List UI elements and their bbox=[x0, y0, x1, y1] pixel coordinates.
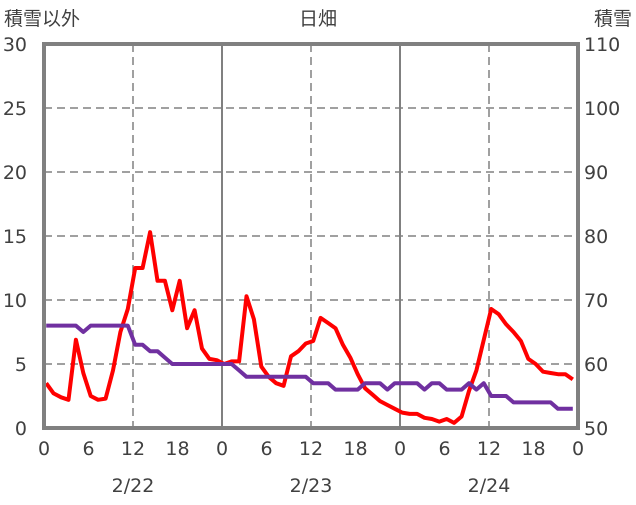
date-label: 2/22 bbox=[112, 475, 155, 497]
series-other-line bbox=[44, 230, 574, 425]
x-tick: 0 bbox=[572, 438, 584, 460]
date-label: 2/24 bbox=[468, 475, 511, 497]
x-tick: 0 bbox=[216, 438, 228, 460]
x-tick: 6 bbox=[82, 438, 94, 460]
x-tick: 18 bbox=[343, 438, 367, 460]
x-tick: 0 bbox=[38, 438, 50, 460]
y-tick-left: 5 bbox=[15, 354, 27, 376]
y-tick-right: 70 bbox=[584, 290, 608, 312]
x-tick: 12 bbox=[121, 438, 145, 460]
y-tick-left: 25 bbox=[3, 98, 27, 120]
x-tick: 18 bbox=[165, 438, 189, 460]
x-tick: 18 bbox=[521, 438, 545, 460]
y-tick-right: 60 bbox=[584, 354, 608, 376]
y-tick-right: 90 bbox=[584, 162, 608, 184]
x-tick: 12 bbox=[477, 438, 501, 460]
x-tick: 0 bbox=[394, 438, 406, 460]
plot-frame bbox=[42, 42, 580, 430]
y-tick-right: 100 bbox=[584, 98, 620, 120]
x-tick: 12 bbox=[299, 438, 323, 460]
y-tick-left: 30 bbox=[3, 34, 27, 56]
y-tick-right: 110 bbox=[584, 34, 620, 56]
x-tick: 6 bbox=[260, 438, 272, 460]
x-tick: 6 bbox=[438, 438, 450, 460]
y-tick-left: 0 bbox=[15, 418, 27, 440]
date-label: 2/23 bbox=[290, 475, 333, 497]
y-tick-left: 20 bbox=[3, 162, 27, 184]
y-tick-right: 50 bbox=[584, 418, 608, 440]
y-tick-left: 15 bbox=[3, 226, 27, 248]
right-axis-title: 積雪 bbox=[594, 8, 632, 30]
left-axis-title: 積雪以外 bbox=[4, 8, 80, 30]
y-tick-right: 80 bbox=[584, 226, 608, 248]
chart-title: 日畑 bbox=[299, 8, 337, 30]
series-snow-line bbox=[46, 323, 573, 411]
y-tick-left: 10 bbox=[3, 290, 27, 312]
